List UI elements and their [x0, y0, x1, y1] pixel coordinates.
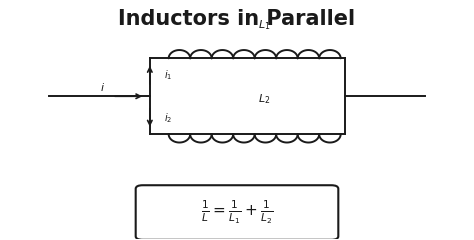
- Text: Inductors in Parallel: Inductors in Parallel: [118, 8, 356, 29]
- Text: $L_2$: $L_2$: [258, 92, 270, 106]
- Text: $i$: $i$: [100, 81, 105, 93]
- Text: $\frac{1}{L} = \frac{1}{L_1} + \frac{1}{L_2}$: $\frac{1}{L} = \frac{1}{L_1} + \frac{1}{…: [201, 199, 273, 226]
- Text: $L_1$: $L_1$: [258, 18, 270, 32]
- FancyBboxPatch shape: [136, 185, 338, 240]
- Text: $i_2$: $i_2$: [164, 111, 172, 125]
- Text: $i_1$: $i_1$: [164, 68, 172, 82]
